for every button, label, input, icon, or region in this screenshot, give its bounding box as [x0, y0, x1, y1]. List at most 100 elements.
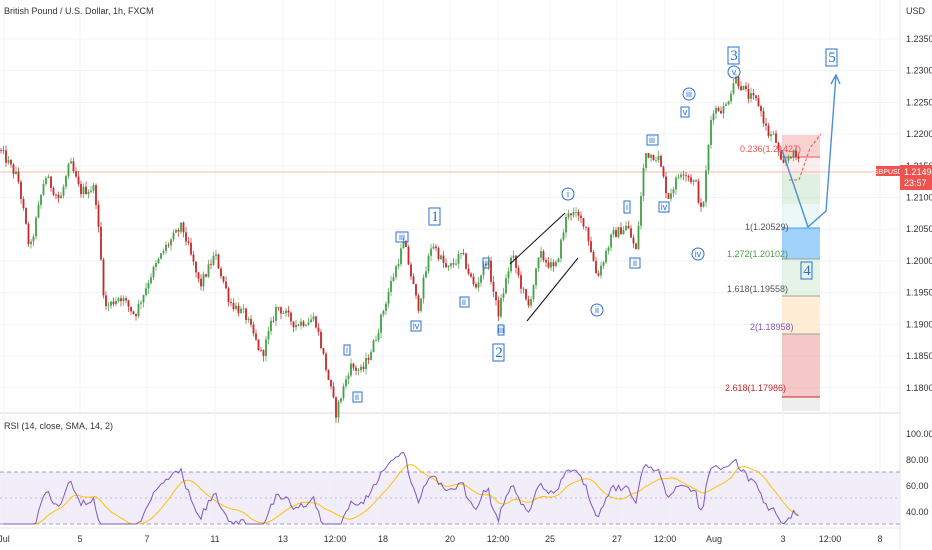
- candle-body: [730, 93, 732, 102]
- candle-body: [40, 194, 42, 205]
- candle-body: [767, 125, 770, 137]
- wave-labels: 1 2 3 4 5 i ii iii iv v i ii iii iv i ii…: [343, 46, 838, 403]
- candle-body: [750, 93, 752, 99]
- candle-body: [562, 232, 565, 240]
- candle-body: [270, 320, 272, 332]
- candle-body: [595, 260, 597, 274]
- candle-body: [537, 257, 540, 269]
- candle-body: [410, 264, 412, 277]
- candle-body: [477, 282, 480, 288]
- candle-body: [650, 154, 652, 158]
- candle-body: [682, 174, 685, 176]
- minor-box-iii-c: [646, 134, 659, 146]
- candle-body: [402, 241, 405, 249]
- candle-body: [425, 271, 427, 278]
- candle-body: [450, 263, 452, 266]
- candle-body: [485, 263, 487, 266]
- subwave-circle-iii: [682, 87, 696, 101]
- candle-body: [357, 370, 360, 372]
- candle-body: [132, 311, 135, 315]
- candle-body: [190, 242, 192, 255]
- candle-body: [697, 181, 700, 203]
- minor-box-i-b: [482, 257, 490, 269]
- candle-body: [582, 218, 585, 227]
- candle-body: [432, 246, 435, 249]
- rsi-tick-80: 80.00: [906, 455, 929, 465]
- candle-body: [42, 183, 45, 195]
- candle-body: [275, 307, 277, 321]
- fib-label-1: 1(1.20529): [745, 222, 789, 232]
- candle-body: [110, 301, 112, 306]
- wave-box-2: [492, 343, 505, 362]
- time-tick-label: 25: [545, 534, 555, 544]
- candle-body: [407, 246, 410, 265]
- candle-body: [422, 277, 425, 299]
- candle-body: [492, 281, 495, 292]
- candle-body: [380, 314, 382, 333]
- fib-zones: [782, 135, 820, 411]
- symbol-tag: GBPUSD: [873, 169, 903, 176]
- candle-body: [672, 189, 675, 194]
- candle-body: [277, 307, 280, 308]
- candle-body: [155, 263, 157, 267]
- candle-body: [300, 321, 302, 326]
- time-axis[interactable]: Jul 5 7 11 13 12:00 18 20 12:00 25 27 12:00 Aug 3 12:0…: [0, 534, 883, 544]
- minor-label-i-c: i: [626, 202, 628, 212]
- candle-body: [680, 174, 682, 178]
- minor-label-ii-c: ii: [633, 258, 637, 268]
- candle-body: [347, 375, 350, 380]
- time-tick-label: Aug: [706, 534, 722, 544]
- time-tick-label: 7: [144, 534, 149, 544]
- candle-body: [232, 303, 235, 310]
- candle-body: [655, 159, 657, 161]
- candle-body: [555, 261, 557, 267]
- candle-body: [587, 227, 590, 242]
- channel-upper-line: [509, 212, 566, 265]
- candle-body: [532, 285, 535, 300]
- candle-body: [237, 305, 240, 314]
- candle-body: [515, 255, 517, 268]
- candle-body: [615, 230, 617, 238]
- candle-body: [397, 264, 400, 267]
- candle-body: [732, 83, 735, 94]
- minor-box-i-c: [623, 200, 631, 214]
- candle-body: [400, 248, 402, 265]
- candle-body: [777, 142, 780, 151]
- candle-body: [480, 275, 482, 283]
- price-axis[interactable]: 1.235001.230001.225001.220001.215001.210…: [906, 34, 932, 393]
- fib-label-2618: 2.618(1.17986): [725, 383, 786, 393]
- candle-body: [465, 253, 467, 269]
- candle-body: [652, 154, 655, 161]
- wave-box-5: [825, 48, 838, 67]
- minor-box-iii-b: [497, 324, 505, 336]
- candle-body: [627, 225, 630, 229]
- price-tag-bg: [900, 165, 932, 190]
- candle-body: [150, 277, 152, 284]
- currency-label: USD: [906, 6, 926, 16]
- minor-box-ii-b: [459, 296, 470, 308]
- candle-body: [252, 324, 255, 334]
- candle-body: [387, 291, 390, 304]
- rsi-tick-100: 100.00: [906, 429, 932, 439]
- fib-label-0236: 0.236(1.21427): [740, 144, 801, 154]
- candle-body: [250, 318, 252, 325]
- candle-body: [557, 258, 560, 262]
- candle-body: [265, 339, 267, 357]
- candle-body: [242, 308, 245, 310]
- candle-body: [262, 350, 265, 357]
- candle-body: [735, 76, 737, 84]
- price-tick-label: 1.22000: [906, 129, 932, 139]
- candle-body: [105, 295, 107, 307]
- candle-body: [642, 167, 645, 197]
- candle-body: [435, 246, 437, 249]
- candle-body: [240, 308, 242, 314]
- candle-body: [565, 217, 567, 233]
- candle-body: [107, 305, 110, 307]
- candle-body: [512, 255, 515, 258]
- candle-body: [392, 277, 395, 282]
- candle-body: [305, 325, 307, 326]
- subwave-circle-iv: [691, 247, 705, 261]
- candle-body: [372, 340, 375, 353]
- candle-body: [675, 177, 677, 190]
